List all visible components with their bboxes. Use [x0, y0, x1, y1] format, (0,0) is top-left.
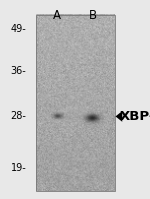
Polygon shape — [116, 111, 122, 122]
Text: 28-: 28- — [10, 111, 26, 121]
Text: A: A — [53, 9, 61, 22]
Bar — [36, 15, 115, 191]
Text: XBP-1: XBP-1 — [120, 110, 150, 123]
Text: 19-: 19- — [11, 163, 26, 173]
Text: 36-: 36- — [11, 66, 26, 76]
Text: B: B — [89, 9, 97, 22]
Text: 49-: 49- — [11, 24, 26, 34]
